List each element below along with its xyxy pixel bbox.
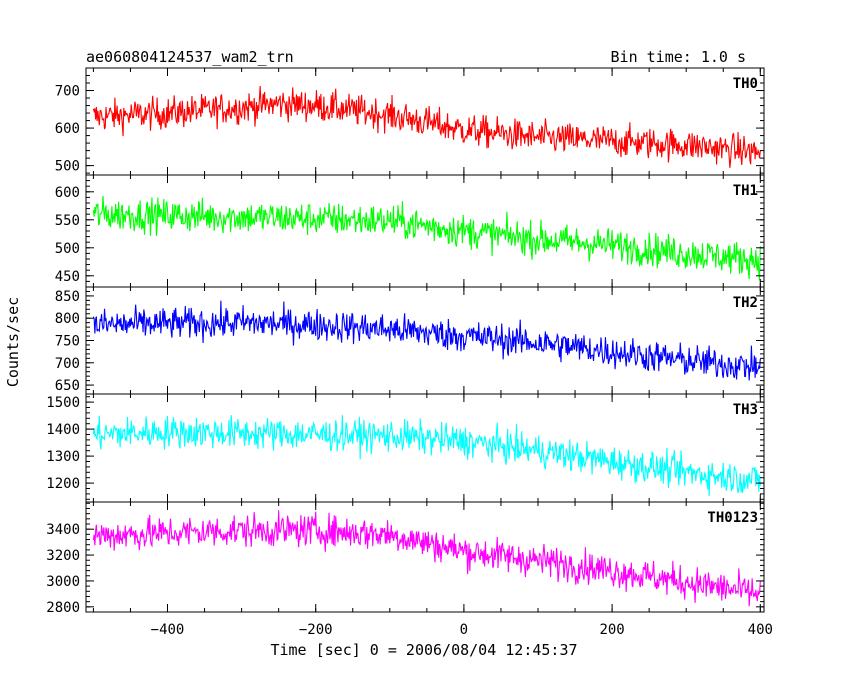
y-tick-label-th3: 1200: [46, 476, 80, 492]
y-tick-label-th2: 650: [55, 378, 80, 394]
panel-frame-th0123: [85, 501, 765, 613]
series-line-th2: [92, 300, 761, 381]
y-tick-label-th2: 700: [55, 356, 80, 372]
chart-title: ae060804124537_wam2_trn: [86, 48, 294, 66]
x-tick-label: −400: [151, 622, 185, 638]
y-tick-label-th1: 500: [55, 241, 80, 257]
series-line-th0123: [92, 510, 761, 607]
y-tick-label-th0: 700: [55, 84, 80, 100]
y-tick-label-th0: 500: [55, 159, 80, 175]
series-line-th1: [92, 195, 761, 281]
panel-label-th2: TH2: [733, 295, 758, 311]
y-axis-label: Counts/sec: [4, 297, 22, 387]
panel-label-th1: TH1: [733, 183, 758, 199]
x-axis-label: Time [sec] 0 = 2006/08/04 12:45:37: [270, 641, 577, 659]
y-tick-label-th1: 550: [55, 213, 80, 229]
y-tick-label-th2: 850: [55, 289, 80, 305]
x-tick-label: 400: [748, 622, 773, 638]
y-tick-label-th2: 800: [55, 311, 80, 327]
y-tick-label-th3: 1400: [46, 422, 80, 438]
y-tick-label-th3: 1500: [46, 395, 80, 411]
y-tick-label-th3: 1300: [46, 449, 80, 465]
panel-label-th3: TH3: [733, 402, 758, 418]
x-tick-label: −200: [299, 622, 333, 638]
y-tick-label-th0123: 3200: [46, 548, 80, 564]
y-tick-label-th2: 750: [55, 334, 80, 350]
x-tick-label: 200: [599, 622, 624, 638]
series-line-th0: [92, 86, 761, 168]
x-tick-label: 0: [460, 622, 468, 638]
y-tick-label-th0123: 3000: [46, 574, 80, 590]
y-tick-label-th0123: 3400: [46, 522, 80, 538]
y-tick-label-th0123: 2800: [46, 600, 80, 616]
chart-subtitle: Bin time: 1.0 s: [611, 48, 746, 66]
panels-group: 500 600 700 TH0 450 500 550 600 TH1 650 700 750 800 8…: [46, 67, 773, 638]
y-tick-label-th1: 600: [55, 185, 80, 201]
panel-label-th0: TH0: [733, 76, 758, 92]
y-tick-label-th0: 600: [55, 121, 80, 137]
y-tick-label-th1: 450: [55, 269, 80, 285]
panel-label-th0123: TH0123: [707, 510, 758, 526]
series-line-th3: [92, 415, 761, 497]
